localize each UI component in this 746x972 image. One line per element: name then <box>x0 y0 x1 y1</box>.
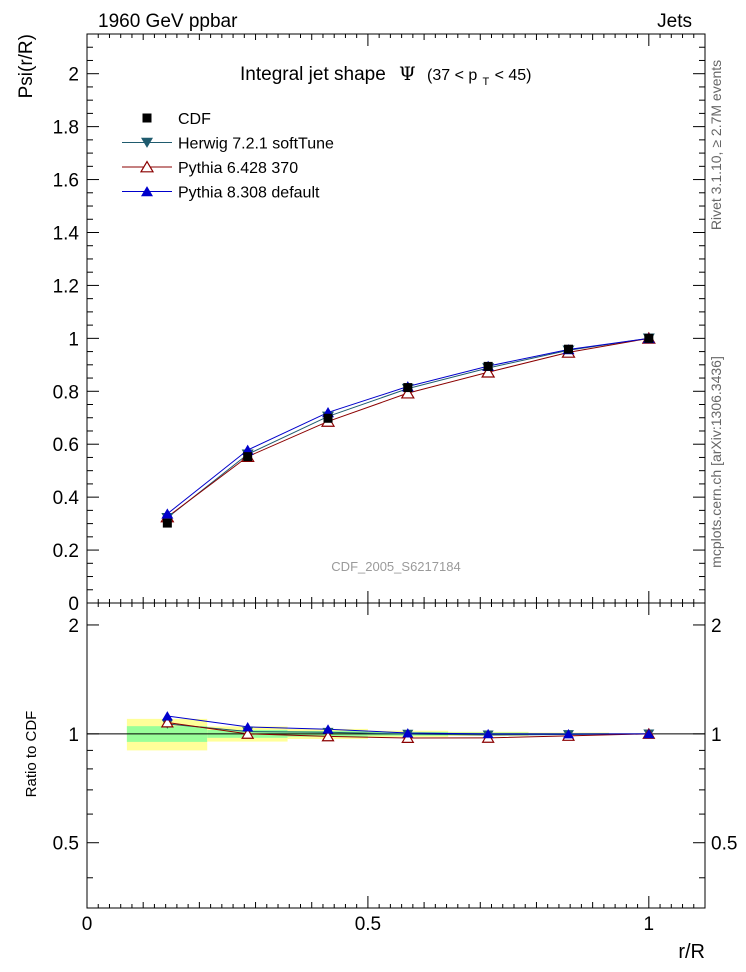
ratio-tick-label-left: 0.5 <box>53 834 79 855</box>
axis-ticks <box>86 34 706 908</box>
y-tick-label: 1.2 <box>53 276 79 297</box>
y-tick-label: 0.6 <box>53 435 79 456</box>
chart-title: Integral jet shape Ψ (37 < p T < 45) <box>240 63 531 90</box>
x-tick-label: 1 <box>644 914 655 935</box>
y-tick-label: 2 <box>68 65 79 86</box>
y-tick-label: 0.8 <box>53 382 79 403</box>
side-text-top: Rivet 3.1.10, ≥ 2.7M events <box>708 60 724 230</box>
ratio-tick-label-left: 1 <box>68 725 79 746</box>
ratio-tick-label-right: 2 <box>711 616 722 637</box>
data-point-0 <box>644 333 654 343</box>
legend-label-1: Herwig 7.2.1 softTune <box>178 136 334 153</box>
ratio-point-2 <box>401 731 415 743</box>
ratio-point-3 <box>322 724 334 734</box>
data-point-2 <box>400 386 415 399</box>
ratio-tick-label-left: 2 <box>68 616 79 637</box>
data-point-0 <box>243 452 253 462</box>
ratio-point-3 <box>161 711 173 721</box>
chart-title-symbol: Ψ <box>399 63 416 85</box>
chart-title-range: (37 < p <box>427 67 477 84</box>
ratio-point-2 <box>160 716 174 728</box>
legend: CDF Herwig 7.2.1 softTune Pythia 6.428 370… <box>122 111 334 202</box>
chart-title-text: Integral jet shape <box>240 64 386 85</box>
legend-label-2: Pythia 6.428 370 <box>178 160 298 177</box>
series-line-3 <box>167 337 649 515</box>
series-line-2 <box>167 337 649 518</box>
data-point-0 <box>483 361 493 371</box>
x-tick-label: 0.5 <box>355 914 381 935</box>
ratio-point-2 <box>321 730 335 742</box>
y-tick-label: 1.8 <box>53 118 79 139</box>
legend-label-3: Pythia 8.308 default <box>178 185 320 202</box>
x-tick-label: 0 <box>82 914 93 935</box>
legend-marker-2 <box>139 160 155 173</box>
ratio-point-3 <box>562 729 574 739</box>
watermark: CDF_2005_S6217184 <box>331 559 460 574</box>
ratio-panel-frame <box>86 602 706 909</box>
data-point-0 <box>563 344 573 354</box>
ratio-point-2 <box>241 727 255 739</box>
y-tick-label: 0.2 <box>53 541 79 562</box>
legend-marker-3 <box>141 186 153 197</box>
legend-marker-1 <box>141 137 153 148</box>
header-right: Jets <box>657 11 692 32</box>
y-axis-label: Psi(r/R) <box>16 34 37 98</box>
ratio-y-axis-label: Ratio to CDF <box>23 711 40 798</box>
ratio-point-3 <box>402 728 414 738</box>
ratio-point-3 <box>242 721 254 732</box>
ratio-series <box>160 711 656 743</box>
side-text-bottom: mcplots.cern.ch [arXiv:1306.3436] <box>708 356 724 568</box>
main-series <box>160 331 656 528</box>
data-point-0 <box>403 383 413 393</box>
y-tick-label: 1 <box>68 329 79 350</box>
y-tick-label: 0.4 <box>53 488 80 509</box>
header-left: 1960 GeV ppbar <box>98 11 238 32</box>
ratio-point-3 <box>643 728 655 739</box>
y-tick-label: 1.4 <box>53 223 80 244</box>
legend-label-0: CDF <box>178 111 211 128</box>
legend-marker-0 <box>142 113 152 123</box>
y-tick-label: 0 <box>68 594 79 615</box>
ratio-tick-label-right: 1 <box>711 725 722 746</box>
series-line-1 <box>167 337 649 519</box>
chart-title-range-end: < 45) <box>495 67 532 84</box>
data-point-2 <box>481 365 496 378</box>
tick-labels: 00.20.40.60.811.21.41.61.820 0.5 10.5 0.51 1… <box>53 65 738 935</box>
data-point-0 <box>323 413 333 423</box>
x-axis-label: r/R <box>678 941 705 963</box>
data-point-0 <box>162 518 172 528</box>
ratio-tick-label-right: 0.5 <box>711 834 737 855</box>
data-point-3 <box>161 508 174 519</box>
chart-title-range-sub: T <box>483 76 490 88</box>
y-tick-label: 1.6 <box>53 171 79 192</box>
ratio-point-3 <box>482 728 494 739</box>
